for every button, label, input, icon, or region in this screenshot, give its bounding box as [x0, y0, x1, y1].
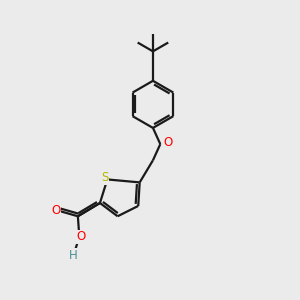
Text: O: O	[163, 136, 172, 149]
Text: S: S	[101, 172, 109, 184]
Text: O: O	[51, 204, 60, 217]
Text: O: O	[76, 230, 86, 243]
Text: H: H	[69, 249, 78, 262]
